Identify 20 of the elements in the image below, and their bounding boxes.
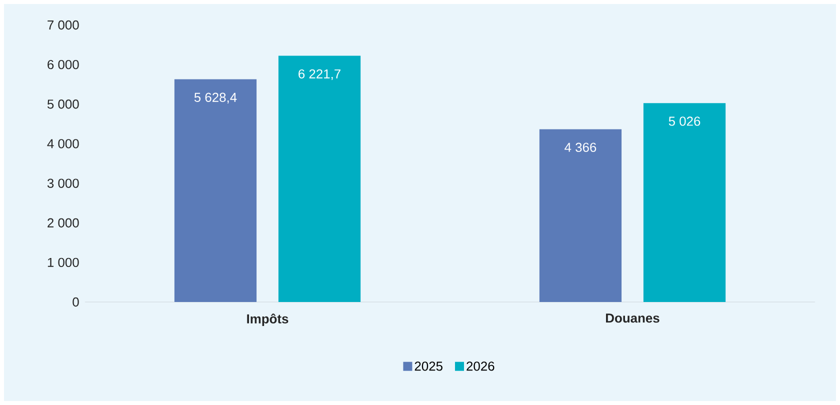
x-tick-label: Douanes [606,314,660,323]
y-tick-label: 7 000 [48,20,79,30]
y-tick-label: 6 000 [48,60,79,70]
y-tick-label: 4 000 [47,139,79,148]
data-label: 5 026 [668,116,700,126]
legend-label: 2025 [414,362,442,371]
bar [643,103,726,302]
data-label: 5 628,4 [194,92,237,104]
y-tick-label: 2 000 [48,218,79,228]
data-label: 6 221,7 [298,69,340,80]
y-tick-label: 5 000 [47,100,79,109]
data-label: 4 366 [564,142,596,152]
bar [278,56,361,302]
y-tick-label: 1 000 [48,258,79,268]
y-tick-label: 3 000 [47,178,79,188]
y-tick-label: 0 [72,297,79,307]
bar [174,79,257,302]
bar [539,129,622,302]
x-tick-label: Impôts [247,314,288,326]
legend-label: 2026 [466,362,494,371]
